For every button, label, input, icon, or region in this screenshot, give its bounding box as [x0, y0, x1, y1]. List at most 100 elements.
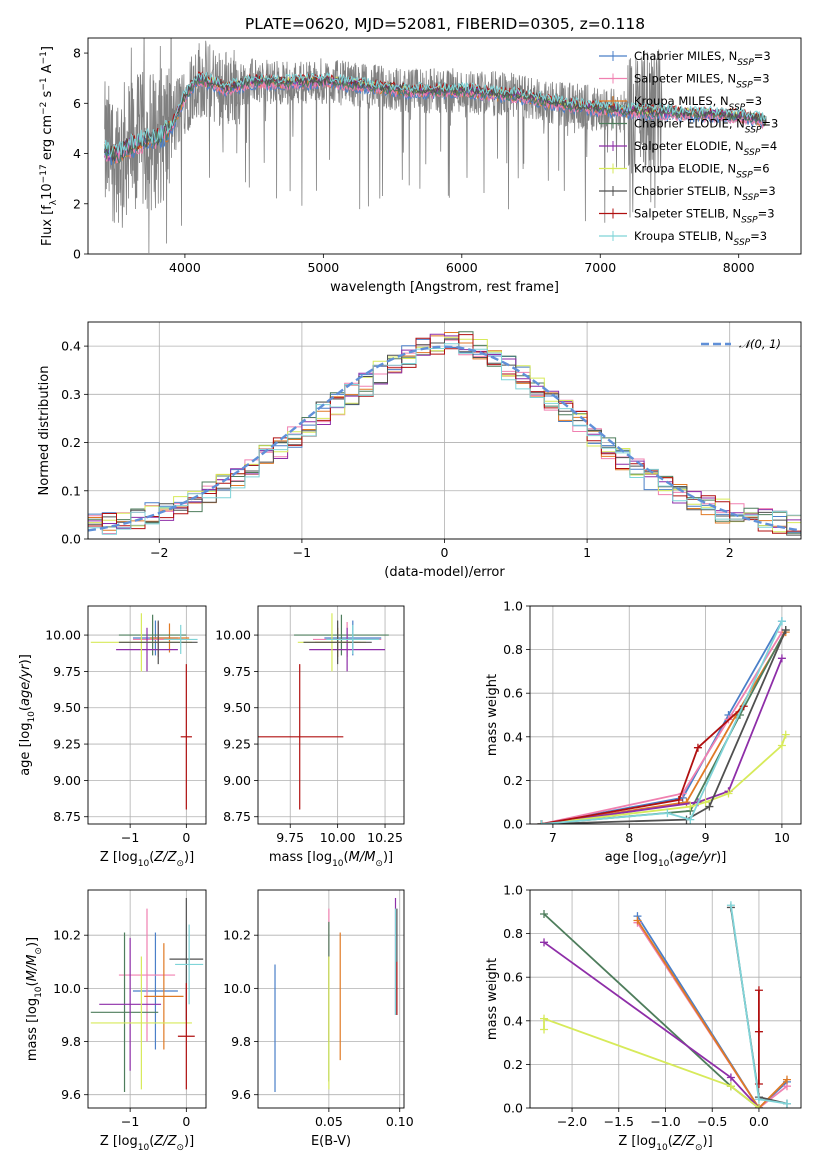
errorbar-point [90, 932, 159, 1093]
weight-point [686, 815, 695, 824]
x-tick-label: 2 [726, 545, 734, 560]
legend-label: Kroupa STELIB, NSSP=3 [634, 229, 767, 248]
y-tick-label: 0.4 [503, 729, 523, 744]
y-tick-label: 9.6 [61, 1087, 81, 1102]
axes-frame [257, 605, 405, 825]
weight-point [726, 901, 735, 910]
x-tick-label: −1 [121, 830, 139, 845]
legend-label: Salpeter STELIB, NSSP=3 [634, 207, 775, 226]
errorbar-point [258, 664, 344, 810]
panel-age-vs-Z: −1 0 8.75 9.00 9.25 9.50 9.75 10.00 Z [log10(Z/Z… [18, 605, 207, 869]
x-tick-label: 10.25 [367, 830, 403, 845]
model-spectrum-line [104, 71, 767, 158]
errorbar-point [99, 937, 162, 1071]
y-tick-label: 6 [73, 96, 81, 111]
y-axis-label: mass weight [485, 674, 500, 756]
panel-mass-vs-ebv: 0.05 0.10 9.6 9.8 10.0 10.2 E(B-V) [223, 889, 414, 1149]
weight-point [754, 1027, 763, 1036]
y-tick-label: 9.00 [223, 773, 251, 788]
weight-line [541, 629, 787, 824]
x-tick-label: −1.0 [650, 1114, 680, 1129]
y-tick-label: 0.0 [61, 532, 81, 547]
errorbar-point [90, 956, 192, 1090]
axes-frame [529, 605, 802, 825]
weight-line [541, 631, 783, 824]
weight-point [781, 625, 790, 634]
x-tick-label: 9 [702, 830, 710, 845]
panel-age-vs-mass: 9.75 10.00 10.25 8.75 9.00 9.25 9.50 9.75 10.00 m… [215, 605, 405, 869]
x-tick-label: −0.5 [697, 1114, 727, 1129]
y-tick-label: 9.75 [223, 664, 251, 679]
x-tick-label: 10 [774, 830, 790, 845]
errorbar-point [149, 623, 190, 653]
weight-series [537, 617, 786, 824]
y-tick-label: 0.1 [61, 483, 81, 498]
x-tick-label: 8 [625, 830, 633, 845]
errorbar-plot-area [90, 613, 198, 810]
weight-point [633, 916, 642, 925]
axes-frame [529, 889, 802, 1109]
axes-frame [87, 321, 802, 540]
y-axis-label: Normed distribution [37, 366, 52, 496]
x-axis-label: wavelength [Angstrom, rest frame] [330, 280, 559, 295]
weight-point [781, 730, 790, 739]
x-axis-label: Z [log10(Z/Z⊙)] [100, 1134, 194, 1153]
weight-line [541, 620, 783, 824]
y-tick-label: 1.0 [503, 883, 523, 898]
x-tick-label: 6000 [446, 260, 478, 275]
weight-point [777, 741, 786, 750]
legend-label: 𝒩(0, 1) [739, 337, 781, 351]
legend-label: Chabrier MILES, NSSP=3 [634, 49, 771, 68]
x-tick-label: 0 [441, 545, 449, 560]
x-tick-label: 0 [182, 830, 190, 845]
errorbar-point [118, 908, 176, 1042]
errorbar-point [177, 983, 195, 1090]
y-tick-label: 9.75 [53, 664, 81, 679]
panel-residuals: −2 −1 0 1 2 0.0 0.1 0.2 0.3 0.4 (data-model)/error… [37, 321, 802, 580]
line-plot-area [537, 617, 790, 824]
y-axis-label: Flux [fλ10−17 erg cm−2 s−1 A−1] [39, 46, 59, 246]
x-axis-label: E(B-V) [311, 1134, 351, 1149]
errorbar-point [309, 627, 386, 672]
errorbar-point [163, 624, 198, 654]
y-tick-label: 10.2 [223, 928, 251, 943]
weight-point [540, 1014, 549, 1023]
spectrum-plot-area [104, 38, 767, 254]
x-tick-label: −1 [293, 545, 311, 560]
y-tick-label: 10.2 [53, 928, 81, 943]
y-axis-label: age [log10(age/yr)] [18, 654, 37, 776]
y-tick-label: 8 [73, 46, 81, 61]
axes-frame [257, 889, 405, 1109]
normal-curve [88, 345, 801, 532]
legend-label: Salpeter MILES, NSSP=3 [634, 72, 770, 91]
x-tick-label: 7 [549, 830, 557, 845]
legend-label: Kroupa MILES, NSSP=3 [634, 94, 762, 113]
weight-series [537, 617, 786, 824]
axes-frame [87, 37, 802, 255]
weight-point [782, 1075, 791, 1084]
x-tick-label: 0.10 [386, 1114, 414, 1129]
weight-point [686, 802, 695, 811]
weight-point [705, 802, 714, 811]
weight-point [682, 798, 691, 807]
legend-label: Salpeter ELODIE, NSSP=4 [634, 139, 777, 158]
weight-point [754, 1104, 763, 1108]
x-tick-label: 8000 [723, 260, 755, 275]
y-tick-label: 1.0 [503, 599, 523, 614]
weight-point [777, 617, 786, 626]
y-tick-label: 0.2 [503, 1057, 523, 1072]
y-tick-label: 2 [73, 196, 81, 211]
weight-line [636, 920, 788, 1108]
x-tick-label: −2.0 [557, 1114, 587, 1129]
y-tick-label: 0.6 [503, 970, 523, 985]
errorbar-point [118, 620, 198, 665]
weight-point [777, 654, 786, 663]
weight-point [540, 909, 549, 918]
weight-line [636, 915, 788, 1108]
y-tick-label: 0.0 [503, 817, 523, 832]
axes-frame [87, 605, 207, 825]
weight-line [543, 1017, 760, 1108]
y-tick-label: 9.8 [231, 1034, 251, 1049]
x-tick-label: 1 [583, 545, 591, 560]
weight-point [540, 1025, 549, 1034]
